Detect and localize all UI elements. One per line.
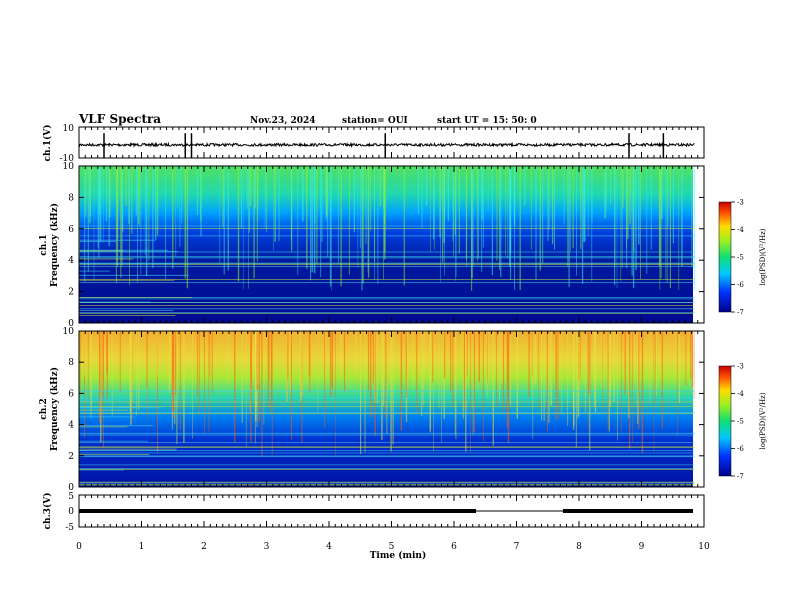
- ch3-trace-b: [563, 509, 693, 513]
- frequency-tick-label: 0: [68, 483, 74, 493]
- ch3-ytick-top: 5: [68, 492, 74, 502]
- time-tick-label: 4: [326, 542, 332, 552]
- time-tick-label: 7: [514, 542, 520, 552]
- ch2-spectrogram-panel: 0 2 4 6 8 10 ch.2Frequency (kHz): [39, 327, 705, 493]
- time-tick-label: 0: [76, 542, 82, 552]
- colorbar-tick-label: -5: [737, 418, 744, 426]
- colorbar-tick-label: -7: [737, 473, 744, 481]
- ch2-spectrogram-lines: [79, 390, 695, 486]
- time-tick-label: 1: [139, 542, 145, 552]
- ch1-spectrogram-panel: 0 2 4 6 8 10 ch.1Frequency (kHz): [39, 162, 705, 329]
- ch1-spectrogram-ylabel-channel: ch.1Frequency (kHz): [39, 203, 60, 287]
- ch1-ytick-top: 10: [63, 124, 75, 134]
- colorbar-tick-label: -6: [737, 281, 744, 289]
- ylabel-line: Frequency (kHz): [49, 203, 60, 287]
- frequency-tick-label: 10: [63, 327, 75, 337]
- time-tick-label: 5: [389, 542, 395, 552]
- ch2-spectrogram-streaks: [79, 331, 695, 456]
- ch3-ylabel: ch.3(V): [42, 493, 53, 530]
- frequency-tick-label: 6: [68, 389, 74, 399]
- ch1-colorbar-label: log(PSD)(V²/Hz): [759, 228, 767, 285]
- frequency-tick-label: 10: [63, 162, 75, 172]
- ch1-ytick-bottom: -10: [60, 154, 75, 164]
- ylabel-line: ch.2: [39, 398, 49, 419]
- ch1-waveform-trace: [78, 141, 695, 149]
- ch3-ytick-bottom: -5: [65, 523, 74, 533]
- ch2-spectrogram-yticks: 0 2 4 6 8 10: [63, 327, 704, 493]
- ch2-spectrogram-ylabel: ch.2Frequency (kHz): [39, 367, 60, 451]
- frequency-tick-label: 2: [68, 288, 74, 298]
- ch1-spectrogram-image: [79, 166, 693, 323]
- time-tick-label: 10: [698, 542, 710, 552]
- ch2-colorbar-label: log(PSD)(V²/Hz): [759, 392, 767, 449]
- time-tick-label: 3: [264, 542, 270, 552]
- station-label: station= OUI: [342, 116, 408, 126]
- date-label: Nov.23, 2024: [250, 116, 316, 126]
- frequency-tick-label: 4: [68, 256, 74, 266]
- time-tick-label: 6: [451, 542, 457, 552]
- ch1-spikes: [103, 133, 665, 158]
- ylabel-line: ch.1: [39, 234, 49, 255]
- colorbar-tick-label: -7: [737, 309, 744, 317]
- time-tick-label: 8: [576, 542, 582, 552]
- start-time-label: start UT = 15: 50: 0: [437, 116, 537, 126]
- time-tick-label: 9: [639, 542, 645, 552]
- ch1-spectrogram-yticks: 0 2 4 6 8 10: [63, 162, 704, 329]
- time-tick-label: 2: [201, 542, 207, 552]
- colorbar-tick-label: -5: [737, 254, 744, 262]
- colorbar-tick-label: -4: [737, 390, 744, 398]
- ylabel-line: Frequency (kHz): [49, 367, 60, 451]
- colorbar-tick-label: -3: [737, 199, 744, 207]
- frequency-tick-label: 4: [68, 421, 74, 431]
- time-axis-ticks: [78, 127, 705, 527]
- frequency-tick-label: 6: [68, 225, 74, 235]
- ch1-ylabel: ch.1(V): [42, 125, 53, 162]
- frequency-tick-label: 8: [68, 358, 74, 368]
- colorbar-tick-label: -6: [737, 445, 744, 453]
- time-axis-tick-labels: 0 1 2 3 4 5 6 7 8 9 10: [76, 542, 710, 552]
- ch1-spectrogram-lines: [79, 225, 695, 316]
- frequency-tick-label: 2: [68, 452, 74, 462]
- colorbar-tick-label: -3: [737, 363, 744, 371]
- ch2-colorbar-gradient: [718, 365, 732, 477]
- ch1-colorbar-gradient: [718, 201, 732, 313]
- ch3-trace-a: [79, 509, 476, 513]
- ch3-ytick-mid: 0: [68, 507, 74, 517]
- colorbar-tick-label: -4: [737, 226, 744, 234]
- ch1-colorbar-ticks: -3 -4 -5 -6 -7: [731, 199, 744, 317]
- time-axis-label: Time (min): [370, 550, 427, 561]
- ch2-colorbar-ticks: -3 -4 -5 -6 -7: [731, 363, 744, 481]
- ch1-colorbar: -3 -4 -5 -6 -7 log(PSD)(V²/Hz): [718, 199, 767, 317]
- frequency-tick-label: 8: [68, 193, 74, 203]
- ch2-colorbar: -3 -4 -5 -6 -7 log(PSD)(V²/Hz): [718, 363, 767, 481]
- frequency-tick-label: 0: [68, 319, 74, 329]
- figure-title: VLF Spectra: [78, 112, 161, 126]
